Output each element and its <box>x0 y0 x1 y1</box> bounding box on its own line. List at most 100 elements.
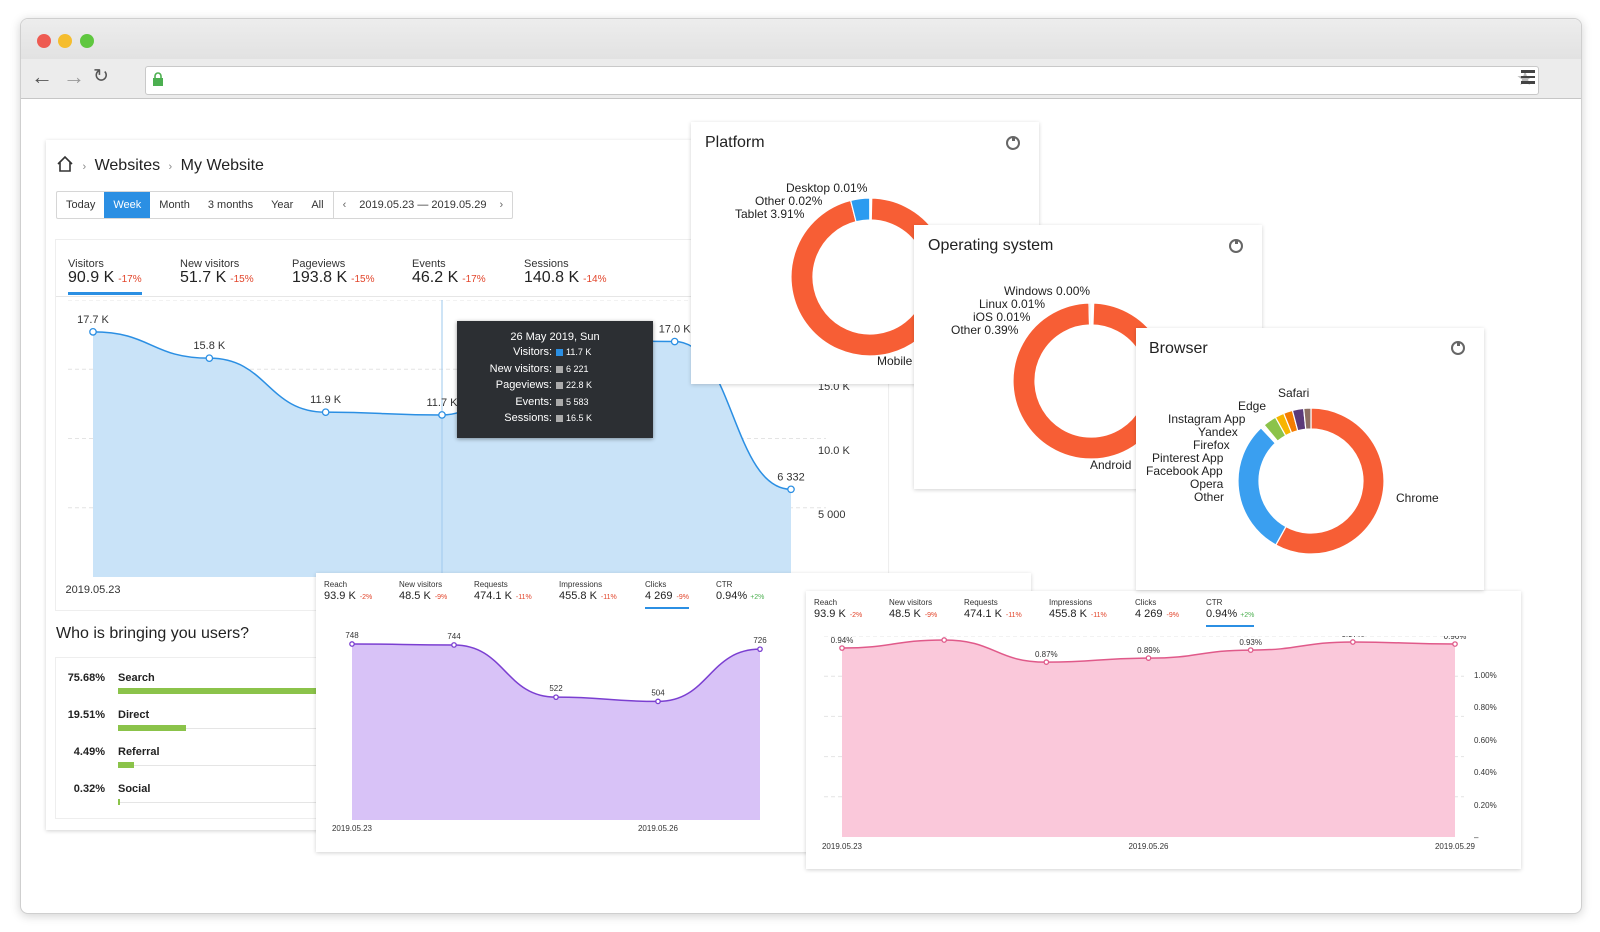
metric-label: Pageviews <box>292 258 346 270</box>
x-tick-label: 2019.05.26 <box>1128 842 1169 851</box>
platform-label-desktop: Desktop 0.01% <box>786 181 868 195</box>
metric-number: 140.8 K <box>524 269 580 286</box>
series-area <box>842 640 1455 837</box>
ads-metric-label: CTR <box>716 580 733 589</box>
breadcrumb-websites[interactable]: Websites <box>94 157 161 174</box>
source-bar <box>118 762 134 768</box>
ads-metric-label: Impressions <box>1049 598 1093 607</box>
ads-metric-label: New visitors <box>399 580 443 589</box>
tab-today[interactable]: Today <box>66 199 96 211</box>
source-label: Search <box>118 672 155 684</box>
source-percent: 19.51% <box>67 709 105 721</box>
y-tick-label: 1.00% <box>1474 671 1497 680</box>
ctr-chart[interactable]: 0.94% 0.98% 0.87% 0.89% 0.93% 0.97% 0.96% 2019.… <box>814 636 1514 861</box>
ads-metric-value: 455.8 K -11% <box>559 590 617 602</box>
bookmark-star-icon[interactable]: ★ <box>1516 68 1534 90</box>
browser-label-chrome: Chrome <box>1396 491 1439 505</box>
slice-desktop <box>869 197 873 221</box>
source-track <box>118 728 318 729</box>
next-period-icon[interactable]: › <box>499 199 504 211</box>
y-tick-label: 0.20% <box>1474 801 1497 810</box>
ads-metric-value: 0.94% +2% <box>1206 608 1255 620</box>
browser-label-yandex: Yandex <box>1198 425 1238 439</box>
data-label: 744 <box>447 632 461 641</box>
data-label: 0.97% <box>1341 636 1364 639</box>
source-row[interactable]: 0.32% Social <box>56 779 318 815</box>
data-point <box>321 408 330 417</box>
sources-list: 75.68% Search 19.51% Direct 4.49% Referral 0.3… <box>56 658 383 818</box>
tooltip-value: 11.7 K <box>566 347 592 357</box>
date-range[interactable]: 2019.05.23 — 2019.05.29 <box>359 199 487 211</box>
minimize-window-button[interactable] <box>58 34 72 48</box>
platform-title: Platform <box>705 134 765 151</box>
ads-metric-value: 0.94% +2% <box>716 590 765 602</box>
maximize-window-button[interactable] <box>80 34 94 48</box>
browser-label-other: Other <box>1194 490 1225 504</box>
platform-label-other: Other 0.02% <box>755 194 823 208</box>
source-percent: 75.68% <box>67 672 105 684</box>
data-label: 17.7 K <box>77 314 109 326</box>
data-point <box>670 337 679 346</box>
reload-icon[interactable]: ↻ <box>93 66 109 87</box>
ads-metric-label: CTR <box>1206 598 1223 607</box>
tooltip-value: 22.8 K <box>566 380 593 390</box>
y-tick-label: 0.60% <box>1474 736 1497 745</box>
divider <box>56 296 888 297</box>
browser-label-firefox: Firefox <box>1193 438 1230 452</box>
forward-arrow-icon[interactable]: → <box>63 64 85 89</box>
browser-label-pinterest: Pinterest App <box>1152 451 1224 465</box>
menu-icon[interactable] <box>1521 70 1535 84</box>
data-label: 0.94% <box>831 636 854 645</box>
data-label: 0.93% <box>1239 638 1262 647</box>
active-metric-underline <box>68 292 142 295</box>
data-point <box>1043 659 1050 665</box>
data-point <box>941 637 948 643</box>
source-row[interactable]: 4.49% Referral <box>56 742 318 778</box>
data-point <box>1247 647 1254 653</box>
ads-metric-value: 48.5 K -9% <box>399 590 448 602</box>
tooltip-row: Sessions: 16.5 K <box>457 412 653 429</box>
close-window-button[interactable] <box>37 34 51 48</box>
refresh-icon[interactable] <box>1451 341 1465 355</box>
tab-year[interactable]: Year <box>271 199 294 211</box>
ads-metric-value: 93.9 K -2% <box>814 608 863 620</box>
browser-donut[interactable] <box>1234 404 1388 558</box>
back-arrow-icon[interactable]: ← <box>31 64 53 89</box>
browser-title: Browser <box>1149 340 1208 357</box>
platform-label-mobile: Mobile <box>877 354 913 368</box>
metric-change: -17% <box>118 274 142 285</box>
tab-week[interactable]: Week <box>104 192 151 218</box>
address-bar[interactable]: ★ <box>145 66 1539 95</box>
data-label: 17.0 K <box>659 324 691 336</box>
data-point <box>757 646 763 653</box>
home-icon[interactable] <box>56 155 74 172</box>
data-point <box>787 485 795 494</box>
metric-label: Events <box>412 258 446 270</box>
tab-month[interactable]: Month <box>159 199 190 211</box>
refresh-icon[interactable] <box>1229 239 1243 253</box>
prev-period-icon[interactable]: ‹ <box>332 192 356 218</box>
data-point <box>1452 641 1458 647</box>
tooltip-row: New visitors: 6 221 <box>457 363 653 380</box>
data-label: 522 <box>549 684 563 693</box>
refresh-icon[interactable] <box>1006 136 1020 150</box>
tooltip-value: 5 583 <box>566 396 589 407</box>
source-row[interactable]: 75.68% Search <box>56 668 383 704</box>
source-bar <box>118 725 187 731</box>
tooltip-swatch <box>556 415 563 422</box>
source-bar <box>118 688 383 694</box>
period-tabs: Today Week Month 3 months Year All ‹ 201… <box>56 191 514 219</box>
metric-number: 46.2 K <box>412 269 459 286</box>
browser-label-edge: Edge <box>1238 399 1267 413</box>
tooltip-swatch <box>556 398 563 406</box>
tab-all[interactable]: All <box>311 199 324 211</box>
browser-label-instagram: Instagram App <box>1168 412 1246 426</box>
data-point <box>655 698 661 705</box>
clicks-chart[interactable]: 748 744 522 504 726 2019.05.23 2019.05.26 <box>324 620 808 842</box>
tab-3-months[interactable]: 3 months <box>207 199 254 211</box>
source-percent: 4.49% <box>73 746 105 758</box>
metric-change: -17% <box>462 274 486 285</box>
metric-change: -15% <box>351 274 375 285</box>
ads-metric-value: 474.1 K -11% <box>964 608 1022 620</box>
source-row[interactable]: 19.51% Direct <box>56 705 318 741</box>
